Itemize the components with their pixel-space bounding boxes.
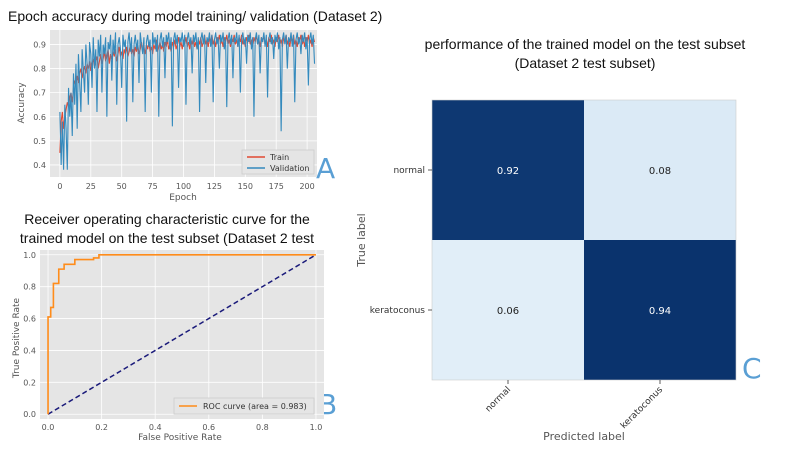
confusion-cell-value: 0.94 — [649, 306, 671, 317]
roc-y-label: True Positive Rate — [12, 297, 22, 379]
confusion-cell — [584, 240, 736, 380]
accuracy-x-tick-label: 175 — [269, 182, 284, 191]
accuracy-x-tick-label: 75 — [148, 182, 158, 191]
accuracy-chart: 0 25 50 75 100 125 150 175 200 0.4 0.5 0.6 0.7 0.8 0.… — [17, 30, 317, 203]
legend-validation-label: Validation — [270, 164, 310, 173]
confusion-y-label: True label — [355, 213, 368, 267]
confusion-matrix: 0.92 0.08 0.06 0.94 normal keratoconus normal… — [355, 99, 737, 443]
accuracy-x-tick-label: 125 — [207, 182, 222, 191]
roc-y-tick-label: 0.6 — [23, 315, 36, 324]
legend-roc-label: ROC curve (area = 0.983) — [203, 402, 307, 411]
roc-y-tick-label: 0.8 — [23, 283, 36, 292]
roc-x-tick-label: 0.2 — [95, 423, 108, 432]
roc-legend: ROC curve (area = 0.983) — [173, 397, 315, 415]
accuracy-x-tick-label: 100 — [176, 182, 191, 191]
accuracy-x-tick-label: 150 — [238, 182, 253, 191]
roc-x-tick-label: 0.4 — [149, 423, 162, 432]
roc-x-label: False Positive Rate — [138, 433, 222, 443]
roc-y-tick-label: 0.2 — [23, 378, 36, 387]
confusion-cell-value: 0.08 — [649, 166, 671, 177]
accuracy-y-tick-label: 0.9 — [33, 40, 46, 49]
confusion-cell-value: 0.06 — [497, 306, 519, 317]
panel-letter-a: A — [316, 152, 336, 185]
accuracy-chart-title: Epoch accuracy during model training/ va… — [8, 8, 383, 24]
accuracy-y-tick-label: 0.8 — [33, 65, 46, 74]
roc-chart: 0.0 0.2 0.4 0.6 0.8 1.0 0.0 0.2 0.4 0.6 0.8 1.0 Fa… — [12, 250, 324, 443]
panel-letter-c: C — [742, 352, 762, 385]
roc-x-tick-label: 0.6 — [202, 423, 215, 432]
roc-y-tick-label: 0.0 — [23, 410, 36, 419]
accuracy-x-tick-label: 25 — [86, 182, 96, 191]
confusion-x-label: Predicted label — [543, 430, 625, 443]
accuracy-x-tick-label: 0 — [57, 182, 62, 191]
confusion-row-label: normal — [393, 166, 425, 176]
confusion-cell — [432, 240, 584, 380]
legend-train-label: Train — [269, 153, 289, 162]
accuracy-x-label: Epoch — [169, 193, 197, 203]
accuracy-y-tick-label: 0.6 — [33, 113, 46, 122]
roc-curve-line — [47, 253, 316, 415]
roc-x-tick-label: 0.8 — [256, 423, 269, 432]
roc-x-tick-label: 0.0 — [42, 423, 55, 432]
confusion-col-label: normal — [484, 385, 513, 414]
roc-legend-box — [173, 397, 315, 415]
accuracy-y-tick-label: 0.7 — [33, 89, 46, 98]
accuracy-x-tick-label: 200 — [299, 182, 314, 191]
confusion-cell — [584, 100, 736, 240]
accuracy-y-tick-label: 0.4 — [33, 161, 46, 170]
accuracy-y-label: Accuracy — [17, 82, 27, 124]
roc-y-tick-label: 0.4 — [23, 346, 36, 355]
roc-x-tick-label: 1.0 — [310, 423, 323, 432]
confusion-matrix-title: performance of the trained model on the … — [424, 36, 746, 71]
roc-y-tick-label: 1.0 — [23, 251, 36, 260]
accuracy-y-tick-label: 0.5 — [33, 137, 46, 146]
accuracy-x-tick-label: 50 — [117, 182, 127, 191]
confusion-cell — [432, 100, 584, 240]
roc-chance-diagonal — [47, 254, 317, 415]
accuracy-validation-line — [59, 32, 316, 170]
confusion-row-label: keratoconus — [370, 306, 426, 316]
accuracy-legend: Train Validation — [241, 149, 315, 175]
accuracy-legend-box — [241, 149, 315, 175]
confusion-matrix-border — [431, 99, 737, 381]
confusion-col-label: keratoconus — [619, 385, 665, 431]
confusion-cell-value: 0.92 — [497, 166, 519, 177]
